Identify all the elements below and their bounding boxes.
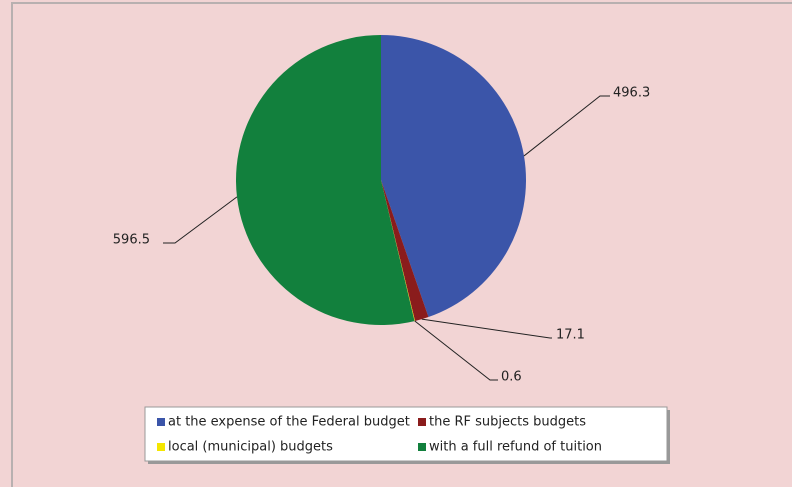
legend-swatch <box>418 418 426 426</box>
legend <box>144 406 668 462</box>
pie-slice <box>235 35 415 325</box>
legend-label: the RF subjects budgets <box>429 415 586 430</box>
legend-swatch <box>418 443 426 451</box>
pie-slice <box>381 180 429 321</box>
pie-slice <box>381 180 416 322</box>
pie-slice <box>381 35 526 318</box>
data-label: 496.3 <box>613 86 650 101</box>
data-label: 596.5 <box>113 233 150 248</box>
chart-frame <box>11 2 792 487</box>
leader-line <box>414 320 498 381</box>
legend-label: at the expense of the Federal budget <box>168 415 410 430</box>
legend-swatch <box>157 443 165 451</box>
data-label: 17.1 <box>556 328 585 343</box>
legend-label: with a full refund of tuition <box>429 440 602 455</box>
legend-swatch <box>157 418 165 426</box>
leader-line <box>163 196 238 244</box>
data-label: 0.6 <box>501 370 522 385</box>
legend-label: local (municipal) budgets <box>168 440 333 455</box>
leader-line <box>523 95 610 157</box>
leader-line <box>421 318 552 339</box>
